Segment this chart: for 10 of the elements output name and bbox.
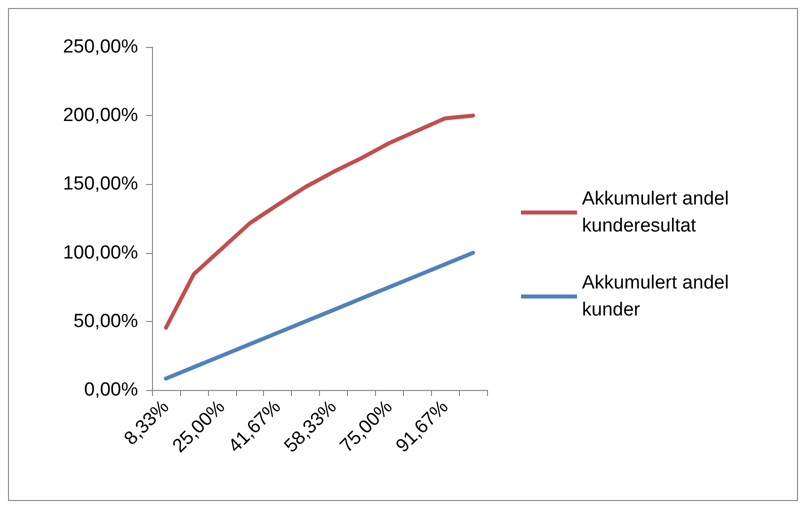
y-tick-label: 0,00% — [84, 380, 138, 400]
line-series — [164, 114, 476, 330]
legend-label: Akkumulert andel kunder — [582, 272, 734, 320]
y-tick-label: 150,00% — [62, 174, 138, 195]
y-tick-label: 100,00% — [62, 242, 138, 264]
line-series — [164, 250, 476, 381]
y-tick-label: 250,00% — [62, 36, 138, 58]
y-tick-label: 50,00% — [74, 310, 138, 332]
legend-label: Akkumulert andel kunderesultat — [582, 188, 734, 236]
y-tick-label: 200,00% — [62, 105, 138, 126]
